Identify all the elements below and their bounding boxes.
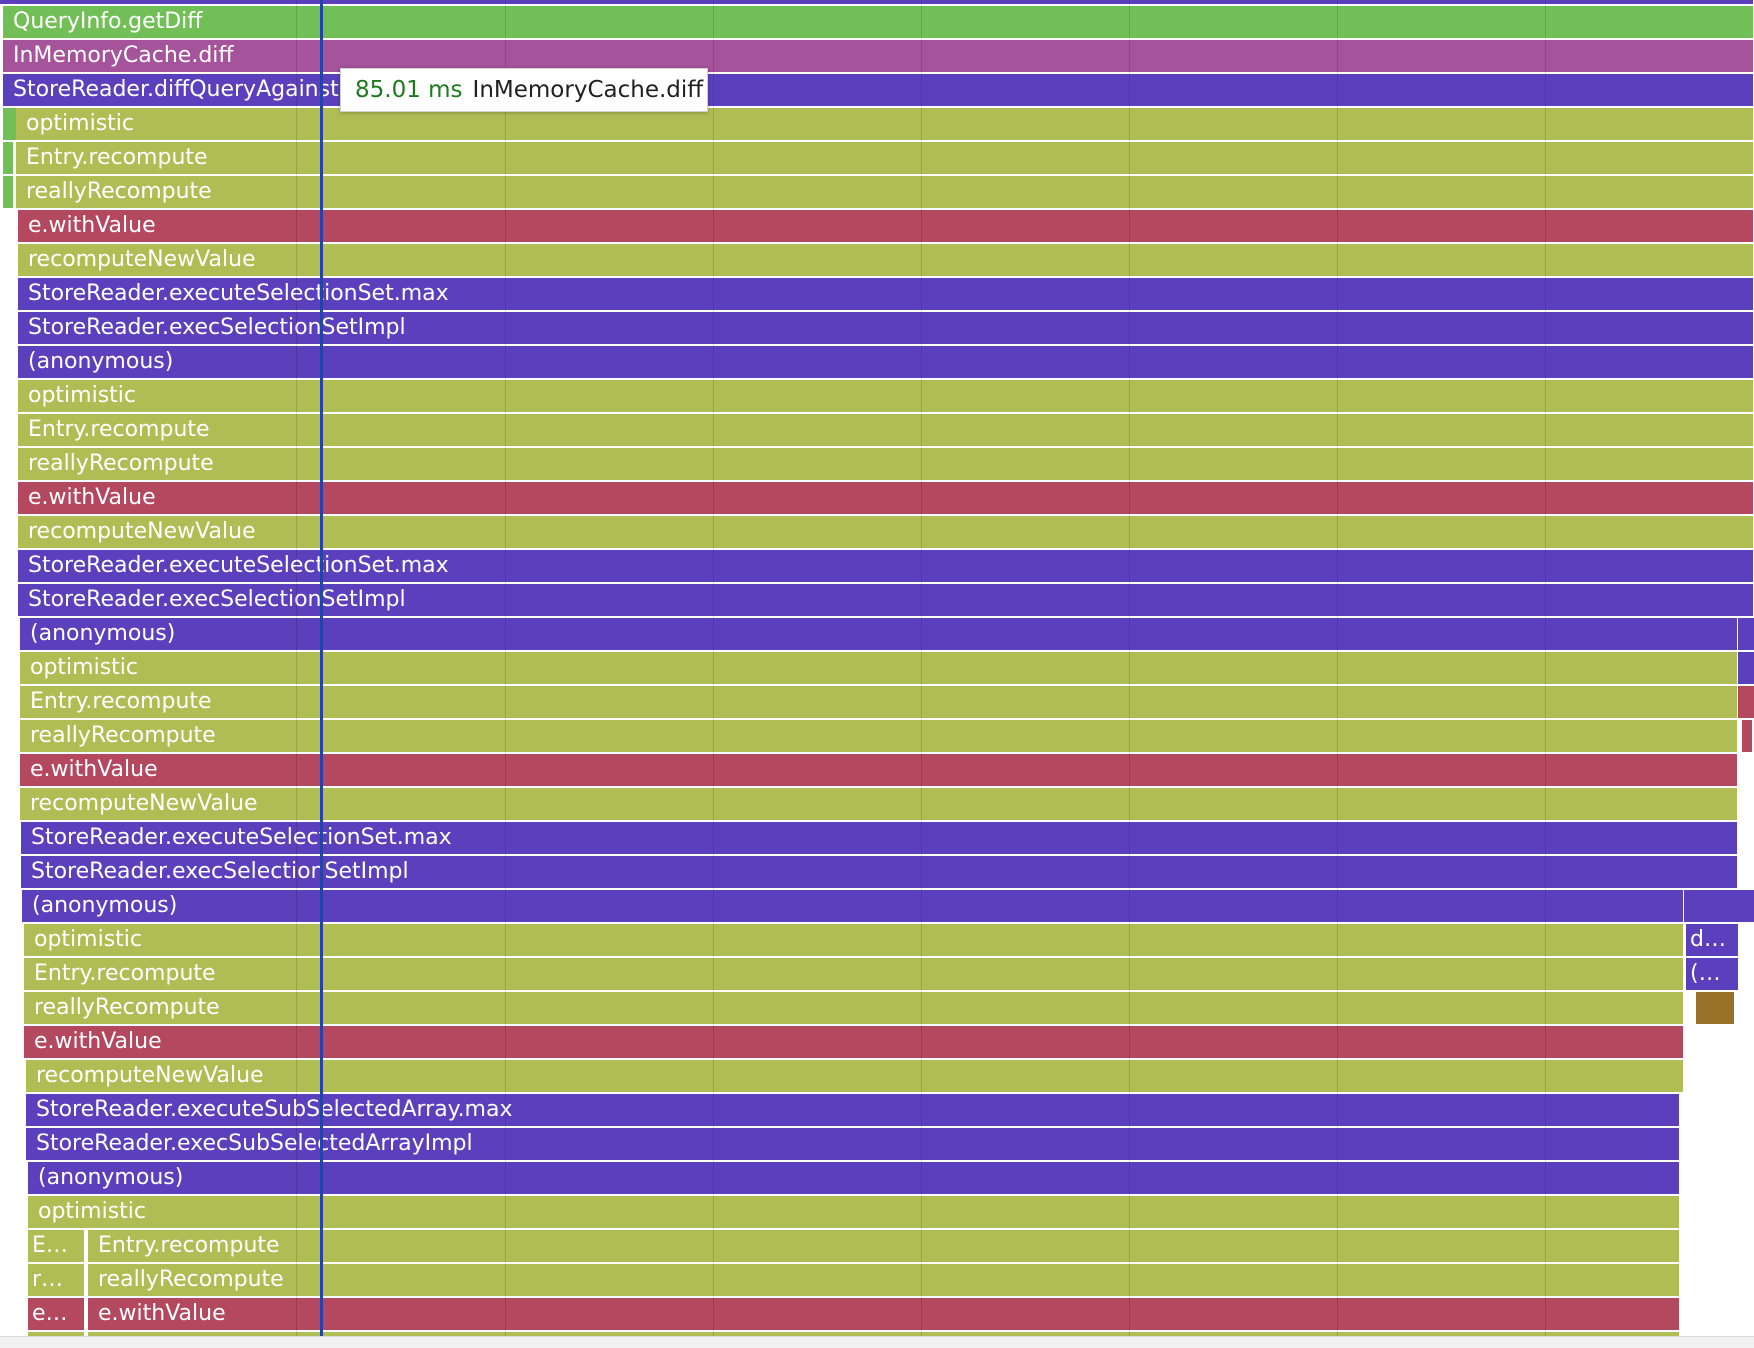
flame-frame-small[interactable]: r… [28,1264,84,1296]
flame-frame[interactable]: reallyRecompute [88,1264,1679,1296]
flame-frame[interactable]: optimistic [28,1196,1679,1228]
flame-frame[interactable]: recomputeNewValue [26,1060,1683,1092]
flame-frame-small[interactable]: E… [28,1230,84,1262]
flame-frame[interactable]: e.withValue [88,1298,1679,1330]
bottom-scroll-strip[interactable] [0,1336,1754,1348]
flame-frame[interactable]: e.withValue [24,1026,1683,1058]
flame-frame[interactable]: QueryInfo.getDiff [3,6,1753,38]
flame-frame-small[interactable]: e… [28,1298,84,1330]
flame-frame[interactable]: StoreReader.diffQueryAgainstStore [3,74,1753,106]
flame-frame[interactable]: StoreReader.execSelectionSetImpl [18,312,1753,344]
flame-frame[interactable]: StoreReader.executeSelectionSet.max [21,822,1737,854]
flame-frame[interactable]: StoreReader.execSelectionSetImpl [21,856,1737,888]
flame-frame-sliver[interactable] [1738,652,1754,684]
flame-frame[interactable]: StoreReader.executeSelectionSet.max [18,550,1753,582]
tooltip-duration: 85.01 ms [355,77,463,103]
flame-frame[interactable]: (anonymous) [18,346,1753,378]
flame-frame[interactable]: InMemoryCache.diff [3,40,1753,72]
flame-frame[interactable]: e.withValue [18,482,1753,514]
flame-frame[interactable]: Entry.recompute [20,686,1737,718]
flame-frame-small[interactable]: (… [1686,958,1738,990]
flame-frame[interactable]: optimistic [24,924,1683,956]
flame-frame[interactable]: StoreReader.executeSubSelectedArray.max [26,1094,1679,1126]
flame-frame-clipped[interactable] [0,0,1753,4]
flame-frame[interactable]: Entry.recompute [88,1230,1679,1262]
flame-frame[interactable]: Entry.recompute [24,958,1683,990]
tooltip-frame-name: InMemoryCache.diff [472,77,704,103]
flame-frame[interactable]: recomputeNewValue [20,788,1737,820]
flame-frame[interactable]: reallyRecompute [18,448,1753,480]
flame-frame[interactable]: e.withValue [18,210,1753,242]
flame-frame-sliver[interactable] [3,108,16,140]
frame-tooltip: 85.01 ms InMemoryCache.diff [340,68,708,112]
flame-frame[interactable]: (anonymous) [28,1162,1679,1194]
flame-frame-sliver[interactable] [1742,720,1752,752]
flame-frame[interactable]: Entry.recompute [16,142,1753,174]
flame-frame-small[interactable]: d… [1686,924,1738,956]
flame-frame[interactable]: recomputeNewValue [18,244,1753,276]
flame-frame[interactable]: optimistic [16,108,1753,140]
flame-frame-sliver[interactable] [1684,890,1754,922]
flame-frame[interactable]: reallyRecompute [16,176,1753,208]
flame-frame[interactable]: (anonymous) [20,618,1737,650]
flame-frame[interactable]: Entry.recompute [18,414,1753,446]
flame-frame[interactable]: StoreReader.executeSelectionSet.max [18,278,1753,310]
flame-frame[interactable]: e.withValue [20,754,1737,786]
flame-frame[interactable]: StoreReader.execSubSelectedArrayImpl [26,1128,1679,1160]
flame-frame[interactable]: reallyRecompute [20,720,1737,752]
flame-frame-sliver[interactable] [1738,618,1754,650]
flame-frame-sliver[interactable] [1738,686,1754,718]
flame-frame[interactable]: StoreReader.execSelectionSetImpl [18,584,1753,616]
flame-frame-sliver[interactable] [3,176,13,208]
flame-frame[interactable]: reallyRecompute [24,992,1683,1024]
flame-frame[interactable]: recomputeNewValue [18,516,1753,548]
flame-frame[interactable]: (anonymous) [22,890,1683,922]
flame-frame[interactable]: optimistic [20,652,1737,684]
flame-frame-sliver[interactable] [3,142,13,174]
flame-frame-small[interactable] [1696,992,1734,1024]
flame-frame[interactable]: optimistic [18,380,1753,412]
